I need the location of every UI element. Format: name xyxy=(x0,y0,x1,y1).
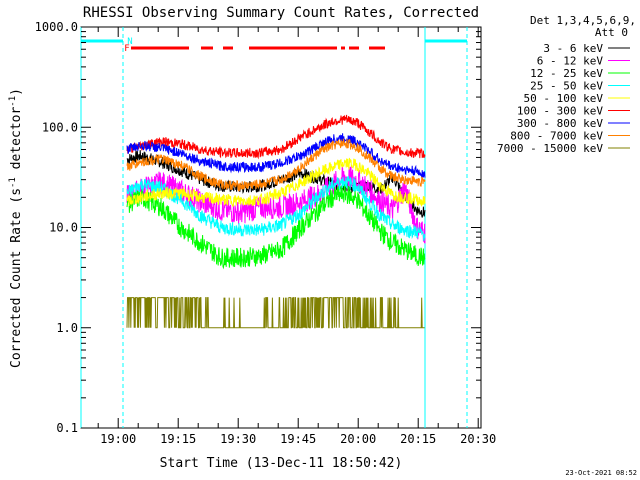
y-axis-label: Corrected Count Rate (s-1 detector-1) xyxy=(8,88,24,368)
series-line-300-800-kev xyxy=(126,133,426,178)
y-tick-label: 100.0 xyxy=(42,120,78,134)
series-line-100-300-kev xyxy=(126,114,426,160)
flag-labels: NF xyxy=(124,37,132,54)
y-tick-label: 10.0 xyxy=(49,221,78,235)
series-line-800-7000-kev xyxy=(126,138,426,193)
series-line-3-6-kev xyxy=(126,150,426,218)
legend-label: 6 - 12 keV xyxy=(537,55,604,68)
y-axis-label-sup1: -1 xyxy=(8,177,18,188)
x-tick-label: 19:15 xyxy=(160,432,196,446)
legend-label: 25 - 50 keV xyxy=(530,80,603,93)
legend-label: 12 - 25 keV xyxy=(530,67,603,80)
x-tick-label: 20:00 xyxy=(340,432,376,446)
y-axis-ticks: 0.1 1.0 10.0 100.0 1000.0 xyxy=(35,20,481,435)
legend-label: 800 - 7000 keV xyxy=(510,130,603,143)
y-tick-label: 1.0 xyxy=(56,321,78,335)
y-axis-label-sup2: -1 xyxy=(8,96,18,107)
flag-marker-n: N xyxy=(127,37,132,47)
x-tick-label: 19:45 xyxy=(280,432,316,446)
x-tick-label: 20:15 xyxy=(400,432,436,446)
y-tick-label: 1000.0 xyxy=(35,20,78,34)
y-axis-label-mid: detector xyxy=(9,107,24,178)
legend-label: 3 - 6 keV xyxy=(543,42,603,55)
legend-label: 300 - 800 keV xyxy=(517,117,603,130)
series-line-50-100-kev xyxy=(126,157,426,207)
series-line-12-25-kev xyxy=(126,183,426,270)
x-axis-ticks: 19:00 19:15 19:30 19:45 20:00 20:15 20:30 xyxy=(97,27,496,446)
x-tick-label: 19:30 xyxy=(220,432,256,446)
footer-timestamp: 23-Oct-2021 08:52 xyxy=(565,469,637,477)
series-line-25-50-kev xyxy=(126,176,426,241)
series-lines xyxy=(126,114,426,329)
y-axis-label-end: ) xyxy=(9,88,24,96)
legend-header-line-2: Att 0 xyxy=(595,26,628,39)
plot-area: NF 19:00 19:15 19:30 19:45 20:00 20:15 20:30 0… xyxy=(35,20,497,446)
flag-bars xyxy=(81,39,467,50)
x-tick-label: 19:00 xyxy=(100,432,136,446)
y-axis-label-main: Corrected Count Rate (s xyxy=(9,188,24,368)
x-axis-label: Start Time (13-Dec-11 18:50:42) xyxy=(160,456,403,471)
flag-marker-f: F xyxy=(124,44,129,54)
chart-title: RHESSI Observing Summary Count Rates, Co… xyxy=(83,5,479,21)
legend-label: 100 - 300 keV xyxy=(517,105,603,118)
y-tick-label: 0.1 xyxy=(56,421,78,435)
legend-header-line-1: Det 1,3,4,5,6,9, xyxy=(530,14,636,27)
x-tick-label: 20:30 xyxy=(460,432,496,446)
legend-label: 50 - 100 keV xyxy=(524,92,604,105)
series-line-7000-15000-kev xyxy=(126,297,425,329)
legend-label: 7000 - 15000 keV xyxy=(497,142,603,155)
